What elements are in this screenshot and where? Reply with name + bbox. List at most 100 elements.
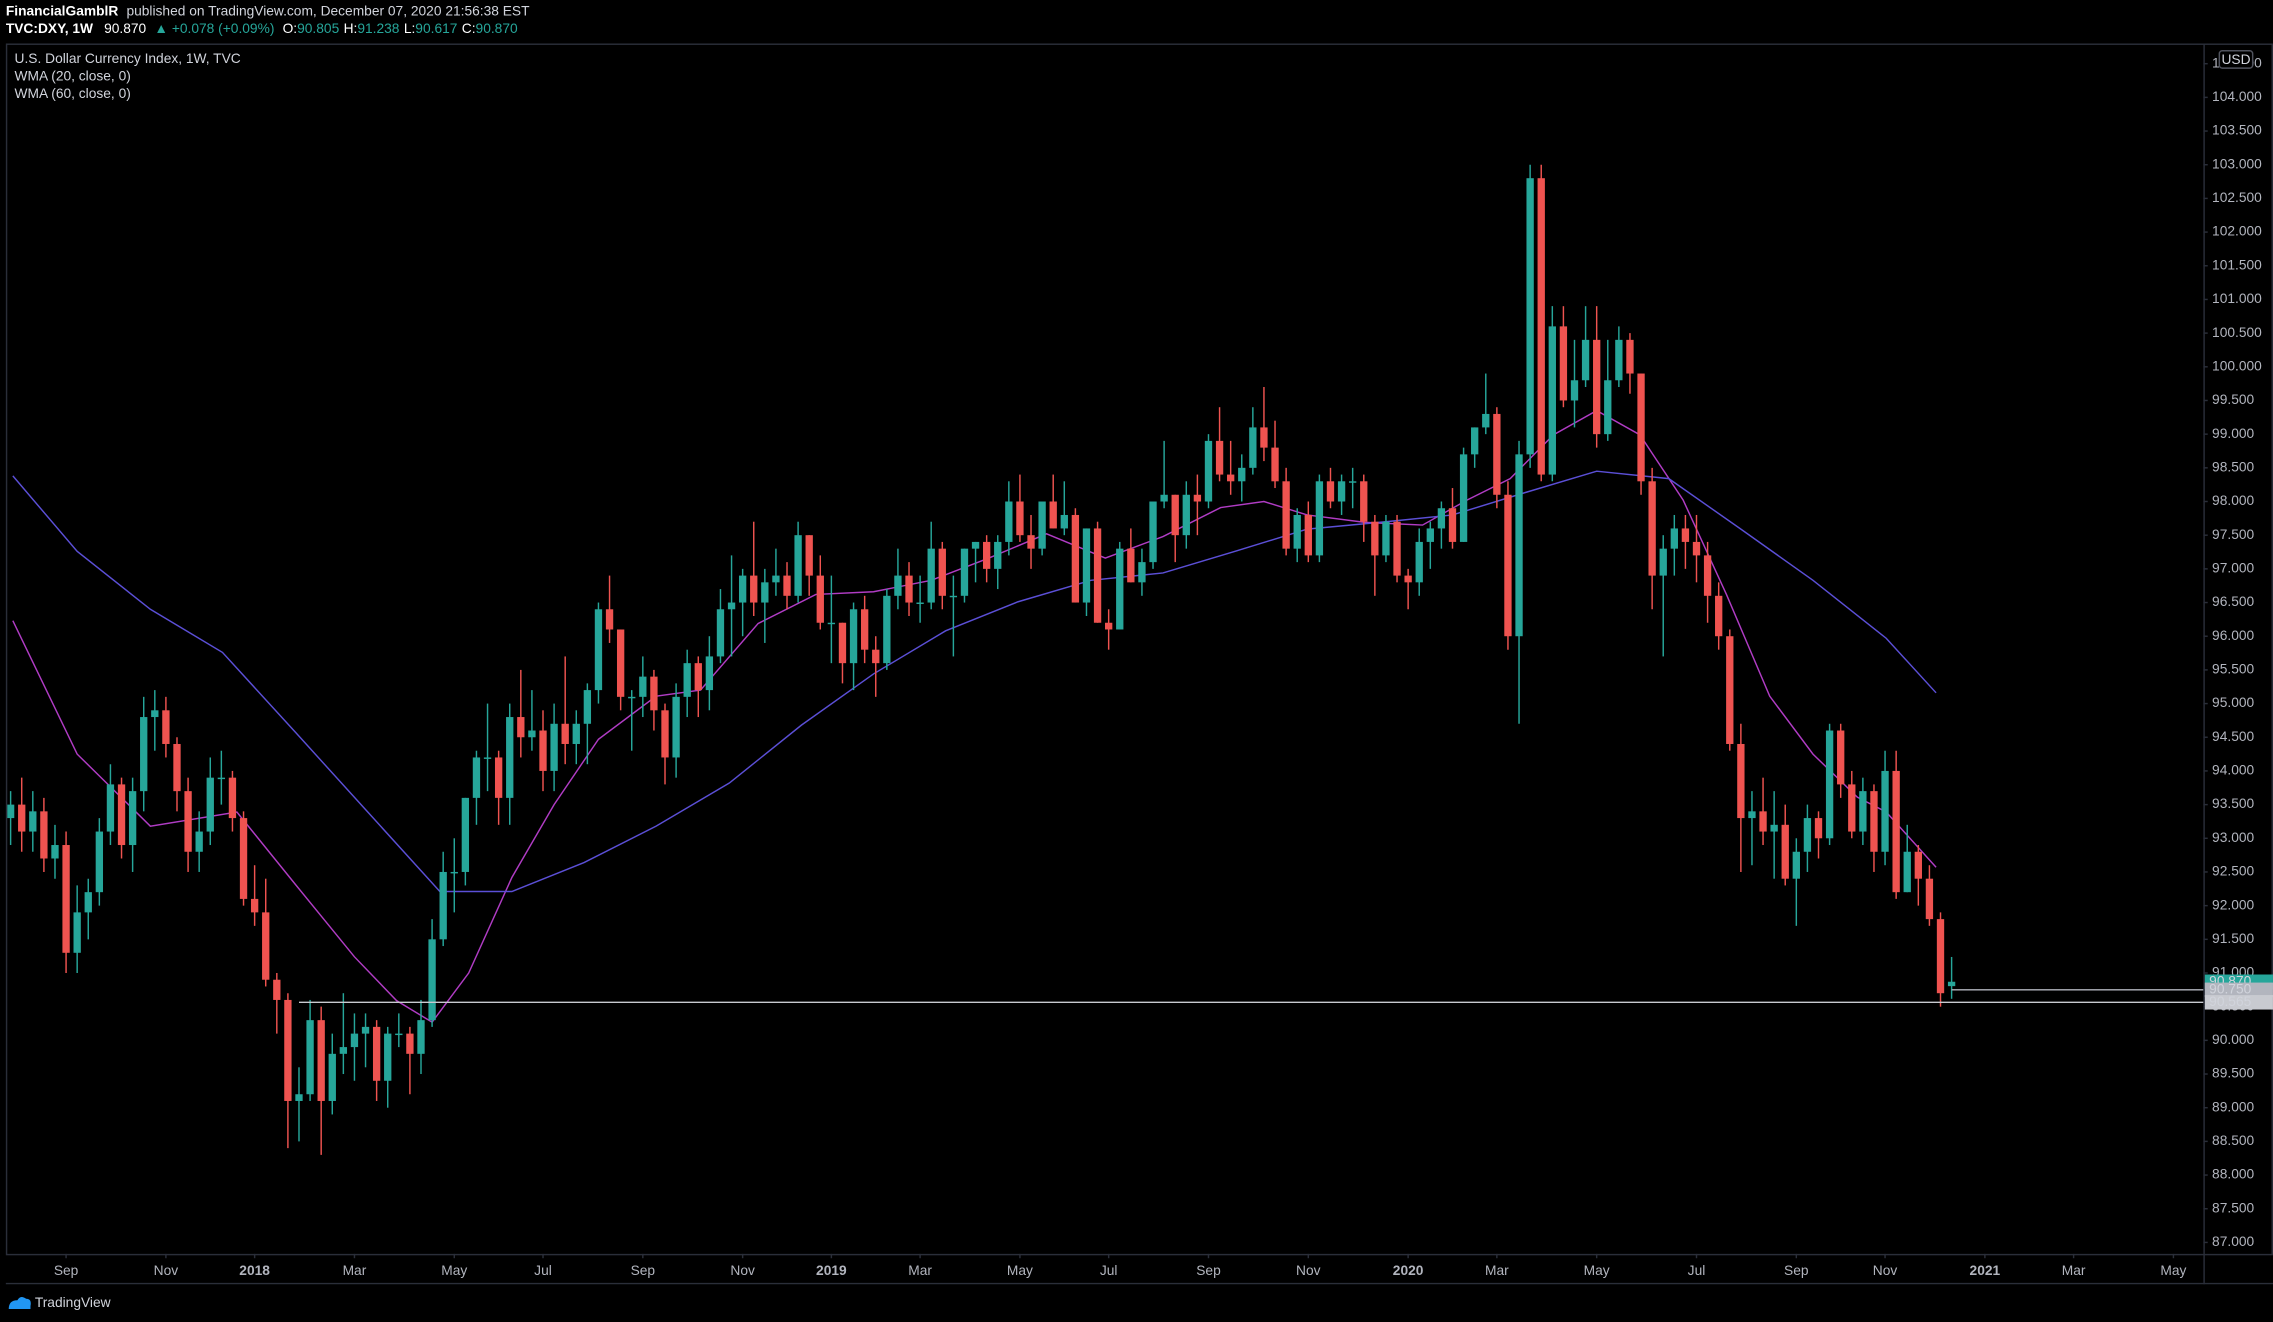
candle-body xyxy=(1105,622,1113,630)
candle-body xyxy=(1437,508,1446,529)
candle-body xyxy=(317,1020,325,1101)
candle-body xyxy=(273,979,281,1000)
y-tick-label: 102.500 xyxy=(2212,190,2262,205)
x-tick-label: Nov xyxy=(730,1263,755,1278)
x-tick-label: Nov xyxy=(1296,1263,1321,1278)
candle-body xyxy=(84,892,92,913)
candle-body xyxy=(916,602,924,604)
candle-body xyxy=(128,791,137,846)
candle-body xyxy=(1903,851,1911,893)
candle-body xyxy=(1471,427,1479,455)
y-tick-label: 95.000 xyxy=(2212,695,2254,710)
candle-body xyxy=(971,541,980,549)
candle-body xyxy=(506,717,514,798)
candle-body xyxy=(938,548,946,596)
candle-body xyxy=(494,757,503,798)
currency-badge[interactable] xyxy=(2218,50,2254,69)
candle-body xyxy=(239,818,248,899)
y-tick-label: 91.500 xyxy=(2212,931,2254,946)
change: ▲ +0.078 (+0.09%) xyxy=(154,21,274,36)
candle-body xyxy=(616,629,625,697)
candle-body xyxy=(583,690,592,724)
symbol: TVC:DXY, 1W xyxy=(6,21,93,36)
candle-body xyxy=(95,831,104,893)
ohlc-key: H: xyxy=(344,21,358,36)
x-tick-label: Sep xyxy=(631,1263,656,1278)
candle-body xyxy=(1947,981,1956,987)
candle-body xyxy=(528,730,536,738)
candle-body xyxy=(1537,178,1545,475)
candle-body xyxy=(1116,548,1124,630)
candle-body xyxy=(1082,528,1091,603)
candle-body xyxy=(1459,454,1468,542)
candle-body xyxy=(1837,730,1845,785)
y-tick-label: 99.000 xyxy=(2212,426,2254,441)
candle-body xyxy=(1737,743,1745,819)
y-tick-label: 101.500 xyxy=(2212,257,2262,272)
candle-body xyxy=(561,723,569,744)
legend-entry: WMA (60, close, 0) xyxy=(15,86,131,101)
candle-body xyxy=(827,622,836,625)
candle-body xyxy=(395,1033,403,1036)
candle-body xyxy=(1016,501,1024,536)
candle-body xyxy=(1337,481,1346,502)
candle-body xyxy=(750,575,758,603)
candle-body xyxy=(217,777,226,780)
candle-body xyxy=(1604,380,1612,435)
candle-body xyxy=(805,535,813,576)
published: published on TradingView.com, December 0… xyxy=(126,3,530,18)
candle-body xyxy=(650,676,658,711)
candle-body xyxy=(550,723,558,771)
candle-body xyxy=(1215,440,1224,475)
candle-body xyxy=(350,1033,359,1048)
candle-body xyxy=(51,845,59,859)
candle-body xyxy=(384,1033,392,1081)
candle-body xyxy=(29,811,37,832)
candle-body xyxy=(40,811,48,859)
candle-body xyxy=(1005,501,1013,542)
candle-body xyxy=(1138,562,1146,583)
candle-body xyxy=(1393,521,1401,576)
candle-body xyxy=(716,609,725,657)
candle-body xyxy=(1160,494,1168,502)
candle-body xyxy=(982,541,991,569)
candle-body xyxy=(1726,636,1734,744)
candle-body xyxy=(1692,541,1701,556)
candle-body xyxy=(705,656,714,691)
candle-body xyxy=(1493,413,1501,495)
candle-body xyxy=(284,999,292,1101)
candle-body xyxy=(1448,508,1457,542)
candle-body xyxy=(439,871,447,940)
candle-body xyxy=(1715,595,1723,637)
candle-body xyxy=(1282,481,1290,549)
candle-body xyxy=(140,717,148,792)
candle-body xyxy=(605,609,614,630)
candle-body xyxy=(949,595,958,598)
candle-body xyxy=(162,710,170,744)
candle-body xyxy=(1581,339,1590,381)
candle-body xyxy=(572,723,580,744)
candle-body xyxy=(1515,454,1523,637)
candle-body xyxy=(1293,514,1301,549)
candle-body xyxy=(406,1033,414,1054)
ohlc-value: 90.805 xyxy=(297,21,339,36)
price-label-box xyxy=(2204,995,2273,1010)
candle-body xyxy=(1659,548,1667,576)
ohlc-key: O: xyxy=(283,21,298,36)
y-tick-label: 89.500 xyxy=(2212,1066,2254,1081)
x-tick-label: Nov xyxy=(154,1263,179,1278)
candle-body xyxy=(1149,501,1157,563)
candle-body xyxy=(461,797,470,872)
candle-body xyxy=(417,1020,425,1054)
candle-body xyxy=(1382,521,1390,556)
price: 90.870 xyxy=(104,21,146,36)
candle-body xyxy=(1326,481,1335,502)
x-tick-label: Jul xyxy=(534,1263,552,1278)
x-tick-label: Nov xyxy=(1873,1263,1898,1278)
candle-body xyxy=(1426,528,1434,542)
candle-body xyxy=(1127,548,1135,583)
candle-body xyxy=(860,609,869,650)
candle-body xyxy=(594,609,603,691)
candle-body xyxy=(1371,521,1379,556)
candle-body xyxy=(195,831,203,852)
